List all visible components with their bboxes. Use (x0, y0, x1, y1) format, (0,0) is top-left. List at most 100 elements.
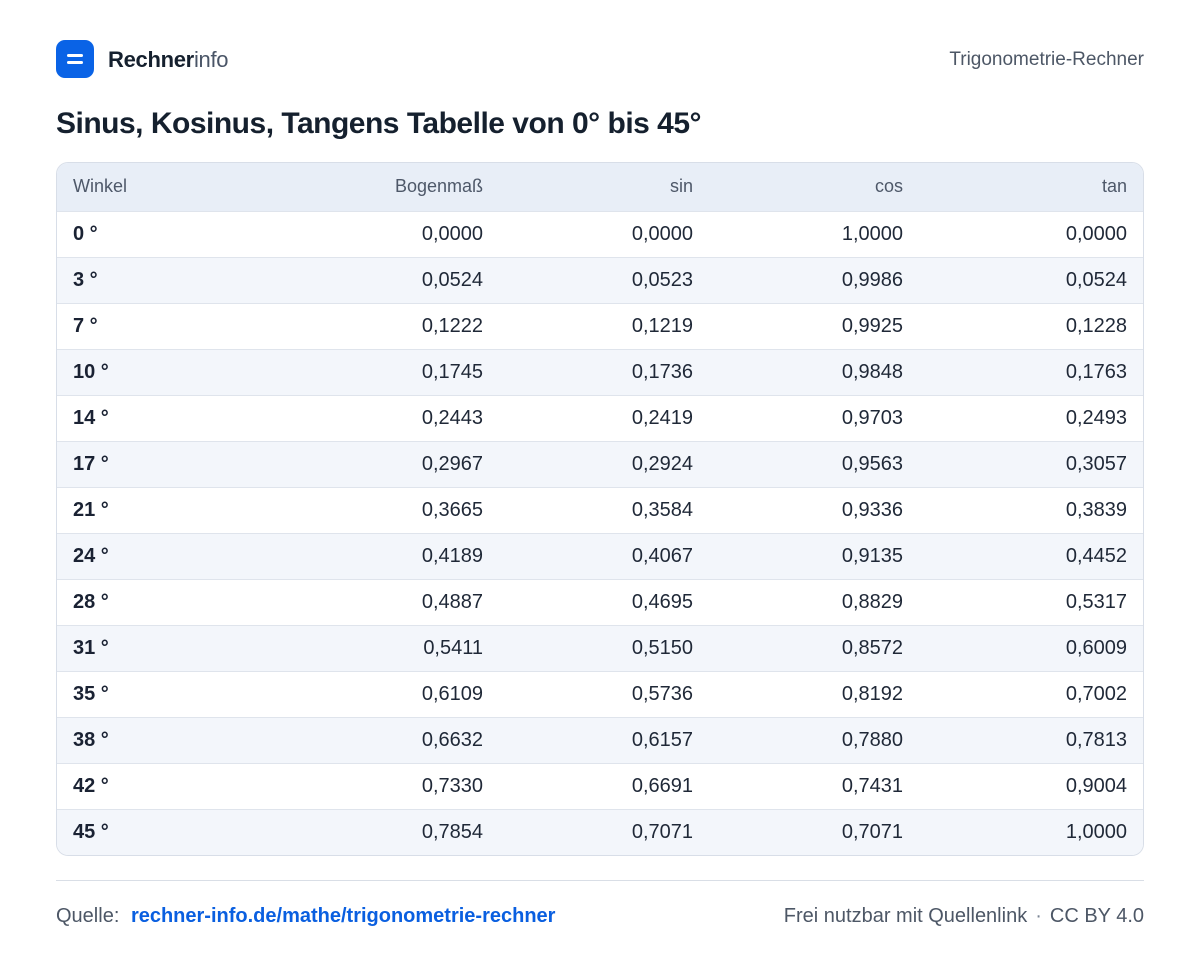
value-cell: 0,2967 (421, 452, 483, 475)
angle-cell: 35 ° (73, 682, 109, 705)
value-cell: 0,1745 (421, 360, 483, 383)
table-row: 31 ° 0,5411 0,5150 0,8572 0,6009 (57, 625, 1143, 671)
value-cell: 0,4067 (631, 544, 693, 567)
angle-cell: 17 ° (73, 452, 109, 475)
value-cell: 0,7813 (1065, 728, 1127, 751)
table-row: 42 ° 0,7330 0,6691 0,7431 0,9004 (57, 763, 1143, 809)
value-cell: 0,0524 (421, 268, 483, 291)
footer: Quelle: rechner-info.de/mathe/trigonomet… (56, 905, 1144, 935)
table-row: 10 ° 0,1745 0,1736 0,9848 0,1763 (57, 349, 1143, 395)
logo-bar-bottom (67, 61, 83, 64)
table-body: 0 ° 0,0000 0,0000 1,0000 0,0000 3 ° 0,0524 0,05… (57, 211, 1143, 855)
trig-table: Winkel Bogenmaß sin cos tan 0 ° 0,0000 0,0000 1… (57, 163, 1143, 855)
site-header: Rechnerinfo Trigonometrie-Rechner (56, 40, 1144, 80)
value-cell: 0,4452 (1065, 544, 1127, 567)
table-header-row: Winkel Bogenmaß sin cos tan (57, 163, 1143, 211)
angle-cell: 0 ° (73, 222, 98, 245)
angle-cell: 10 ° (73, 360, 109, 383)
source-link[interactable]: rechner-info.de/mathe/trigonometrie-rech… (130, 905, 556, 927)
value-cell: 0,2419 (631, 406, 693, 429)
value-cell: 0,8192 (841, 682, 903, 705)
value-cell: 0,5411 (423, 636, 483, 659)
table-row: 35 ° 0,6109 0,5736 0,8192 0,7002 (57, 671, 1143, 717)
value-cell: 0,6157 (631, 728, 693, 751)
table-row: 14 ° 0,2443 0,2419 0,9703 0,2493 (57, 395, 1143, 441)
value-cell: 0,3057 (1065, 452, 1127, 475)
value-cell: 0,0000 (1065, 222, 1127, 245)
value-cell: 0,0524 (1065, 268, 1127, 291)
value-cell: 0,6632 (421, 728, 483, 751)
value-cell: 0,9703 (841, 406, 903, 429)
value-cell: 0,9925 (841, 314, 903, 337)
table-row: 7 ° 0,1222 0,1219 0,9925 0,1228 (57, 303, 1143, 349)
brand-name-light: info (193, 47, 229, 72)
logo-bar-top (67, 54, 83, 57)
brand-logo[interactable]: Rechnerinfo (108, 46, 229, 74)
license-info: Frei nutzbar mit Quellenlink · CC BY 4.0 (784, 905, 1144, 928)
value-cell: 0,5736 (631, 682, 693, 705)
brand-name-strong: Rechner (108, 47, 194, 72)
angle-cell: 28 ° (73, 590, 109, 613)
angle-cell: 3 ° (73, 268, 98, 291)
value-cell: 0,3584 (631, 498, 693, 521)
value-cell: 0,1222 (421, 314, 483, 337)
value-cell: 0,4887 (421, 590, 483, 613)
trig-table-container: Winkel Bogenmaß sin cos tan 0 ° 0,0000 0,0000 1… (56, 162, 1144, 856)
angle-cell: 7 ° (73, 314, 98, 337)
equals-icon[interactable] (56, 40, 94, 78)
table-row: 21 ° 0,3665 0,3584 0,9336 0,3839 (57, 487, 1143, 533)
value-cell: 0,7880 (841, 728, 903, 751)
value-cell: 0,6009 (1065, 636, 1127, 659)
column-header: sin (669, 176, 693, 197)
value-cell: 0,0000 (421, 222, 483, 245)
value-cell: 0,3665 (421, 498, 483, 521)
page-title: Sinus, Kosinus, Tangens Tabelle von 0° b… (56, 107, 702, 140)
table-row: 24 ° 0,4189 0,4067 0,9135 0,4452 (57, 533, 1143, 579)
column-header: tan (1101, 176, 1127, 197)
value-cell: 0,7330 (421, 774, 483, 797)
value-cell: 0,6109 (421, 682, 483, 705)
column-header: Winkel (73, 176, 128, 197)
value-cell: 0,1219 (631, 314, 693, 337)
table-row: 38 ° 0,6632 0,6157 0,7880 0,7813 (57, 717, 1143, 763)
angle-cell: 45 ° (73, 820, 109, 843)
value-cell: 0,3839 (1065, 498, 1127, 521)
value-cell: 0,2924 (631, 452, 693, 475)
source-label: Quelle: (56, 905, 120, 927)
value-cell: 0,7071 (841, 820, 903, 843)
value-cell: 1,0000 (1065, 820, 1127, 843)
value-cell: 0,9986 (841, 268, 903, 291)
value-cell: 0,1228 (1065, 314, 1127, 337)
value-cell: 1,0000 (841, 222, 903, 245)
angle-cell: 24 ° (73, 544, 109, 567)
table-header: Winkel Bogenmaß sin cos tan (57, 163, 1143, 211)
value-cell: 0,7071 (631, 820, 693, 843)
value-cell: 0,5150 (631, 636, 693, 659)
value-cell: 0,0000 (631, 222, 693, 245)
angle-cell: 31 ° (73, 636, 109, 659)
value-cell: 0,9848 (841, 360, 903, 383)
value-cell: 0,2493 (1065, 406, 1127, 429)
value-cell: 0,7431 (841, 774, 903, 797)
value-cell: 0,1763 (1065, 360, 1127, 383)
value-cell: 0,6691 (631, 774, 693, 797)
value-cell: 0,9563 (841, 452, 903, 475)
footer-divider (56, 880, 1144, 881)
value-cell: 0,8572 (841, 636, 903, 659)
value-cell: 0,9336 (841, 498, 903, 521)
table-row: 3 ° 0,0524 0,0523 0,9986 0,0524 (57, 257, 1143, 303)
value-cell: 0,4189 (421, 544, 483, 567)
value-cell: 0,0523 (631, 268, 693, 291)
angle-cell: 14 ° (73, 406, 109, 429)
license-name: CC BY 4.0 (1049, 905, 1144, 927)
value-cell: 0,9135 (841, 544, 903, 567)
license-text: Frei nutzbar mit Quellenlink (783, 905, 1028, 927)
value-cell: 0,7002 (1065, 682, 1127, 705)
table-row: 28 ° 0,4887 0,4695 0,8829 0,5317 (57, 579, 1143, 625)
column-header: Bogenmaß (394, 176, 483, 197)
value-cell: 0,5317 (1065, 590, 1127, 613)
tool-name: Trigonometrie-Rechner (949, 49, 1144, 70)
value-cell: 0,8829 (841, 590, 903, 613)
value-cell: 0,7854 (421, 820, 483, 843)
value-cell: 0,1736 (631, 360, 693, 383)
